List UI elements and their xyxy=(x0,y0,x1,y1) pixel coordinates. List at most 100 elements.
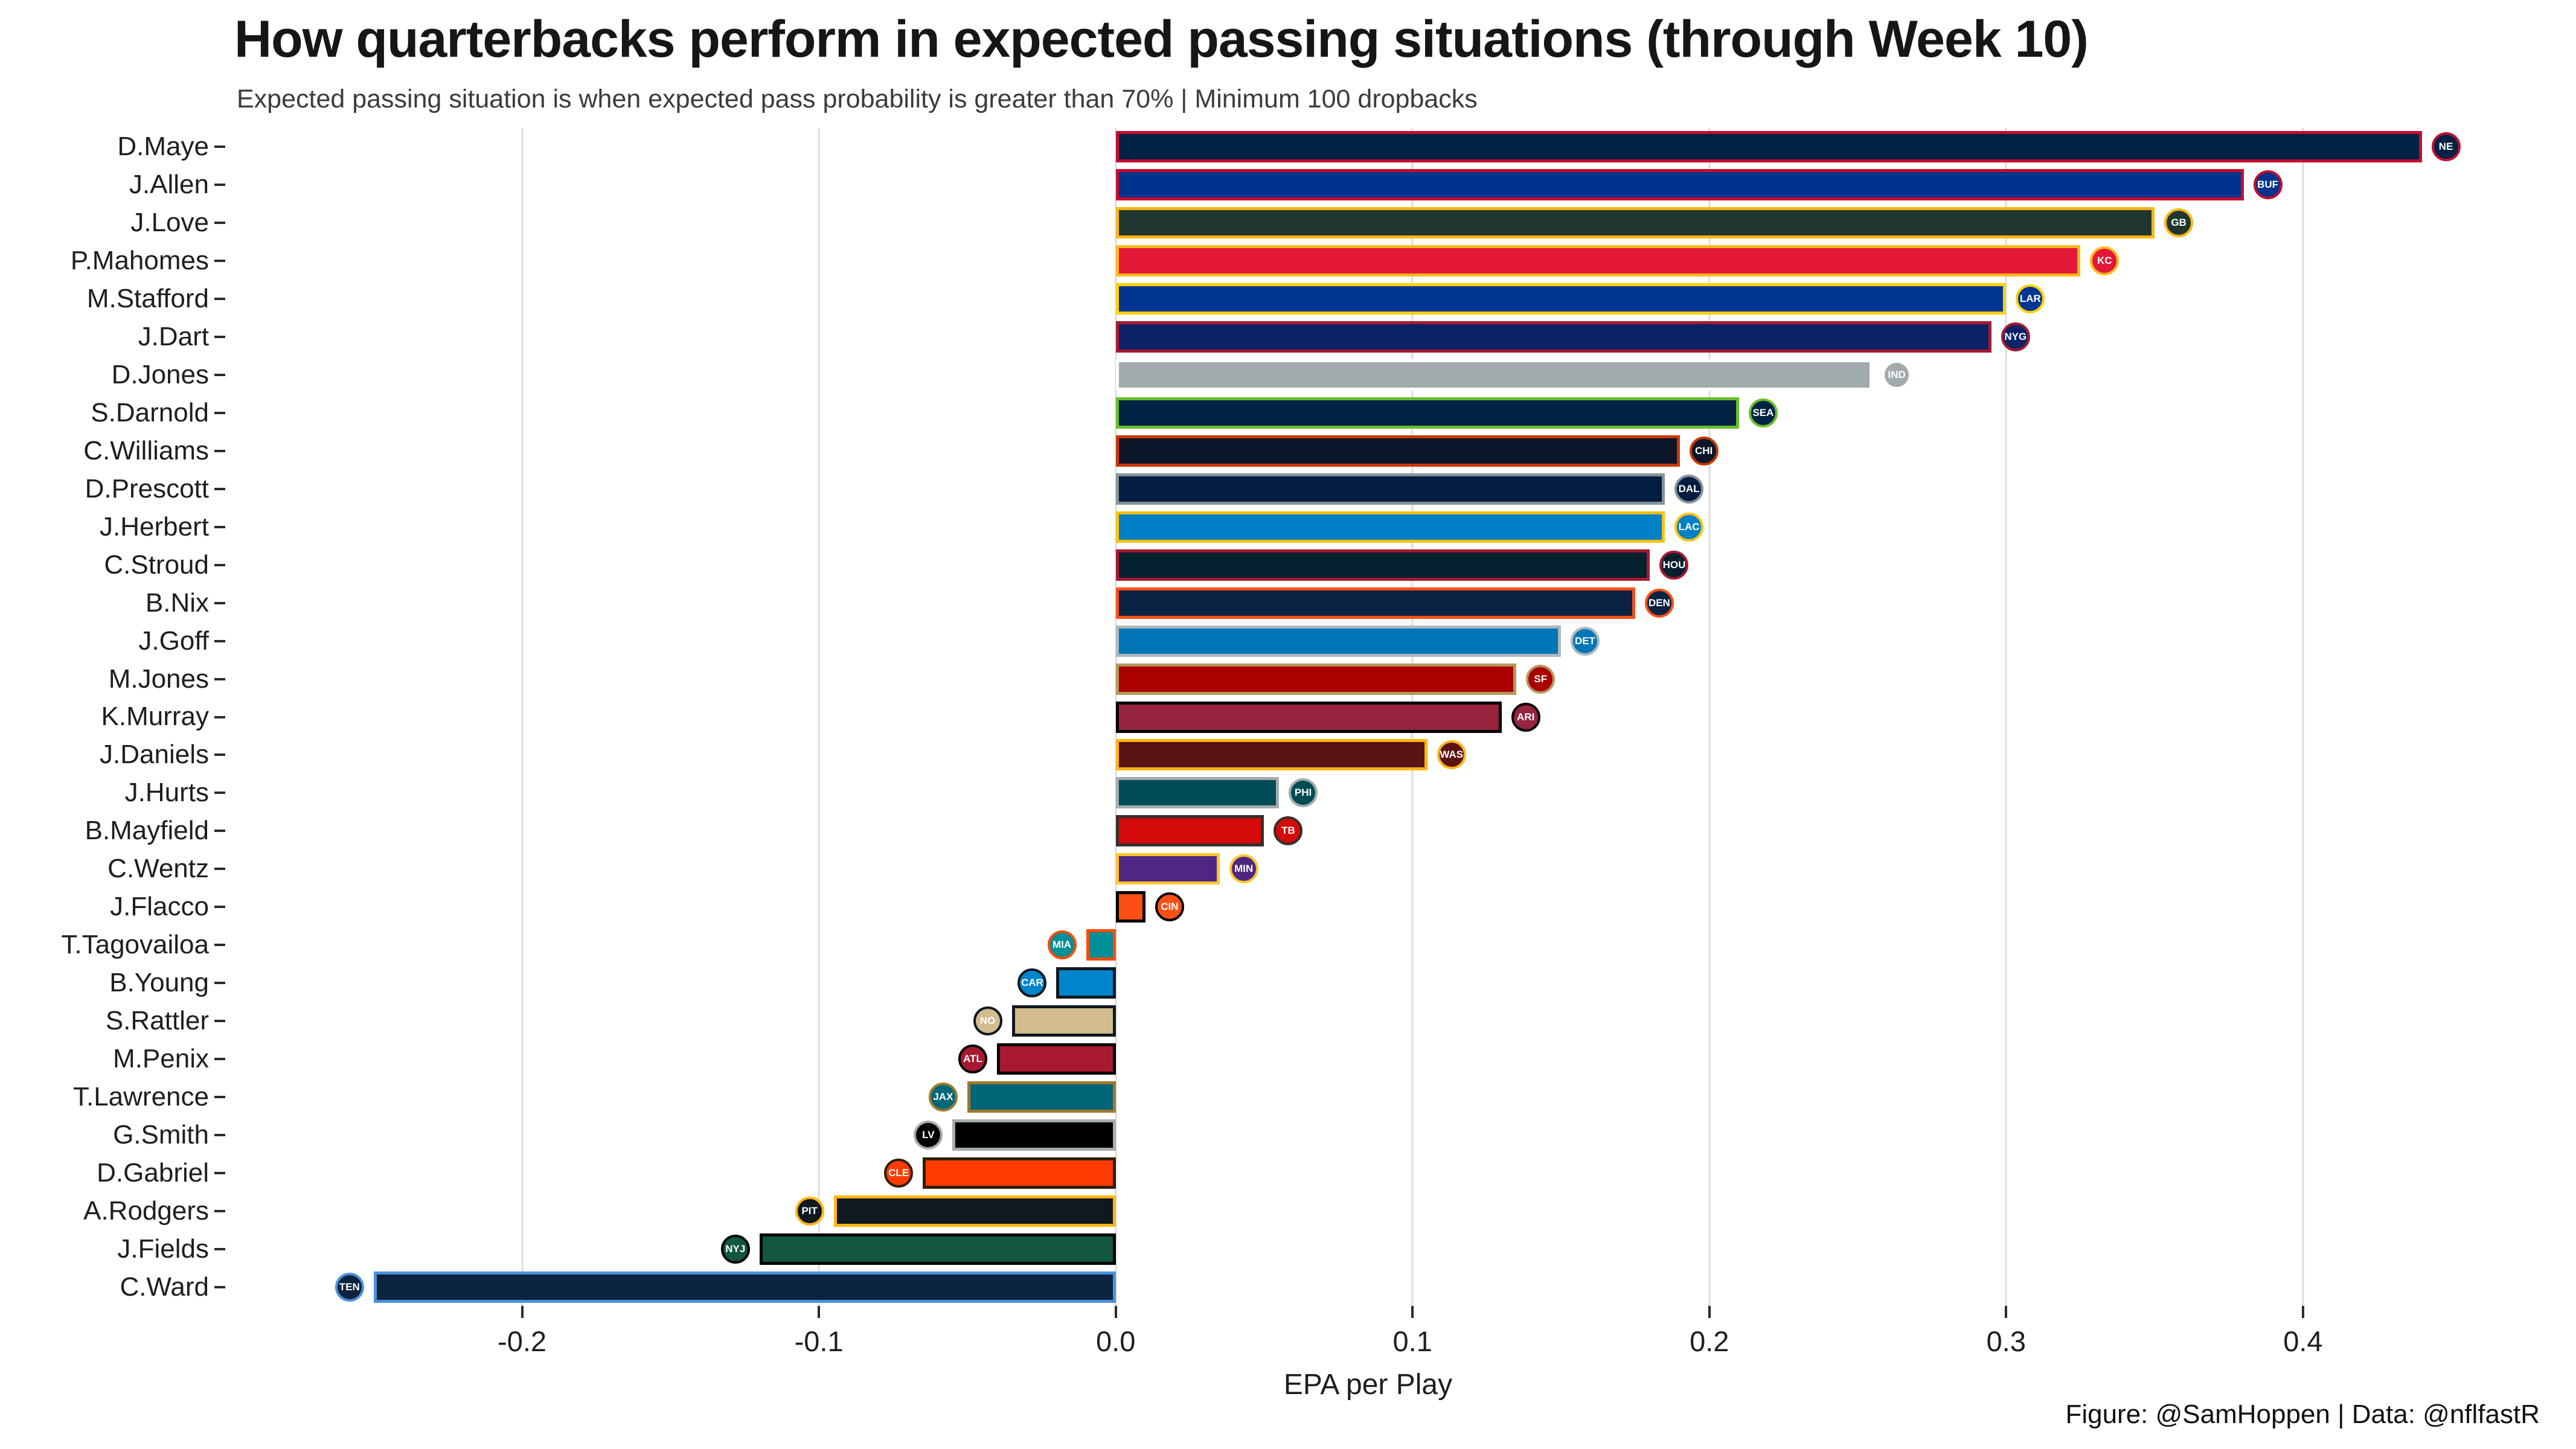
y-axis-tick xyxy=(214,260,225,263)
team-logo-den-icon: DEN xyxy=(1644,588,1674,618)
bar-b-young xyxy=(1056,967,1116,999)
y-axis-tick xyxy=(214,1057,225,1060)
team-logo-gb-icon: GB xyxy=(2164,208,2194,238)
y-axis-tick xyxy=(214,830,225,833)
bar-j-allen xyxy=(1115,169,2244,201)
x-axis-tick xyxy=(1114,1306,1117,1318)
y-axis-tick xyxy=(214,1247,225,1250)
team-logo-lv-icon: LV xyxy=(914,1120,943,1150)
team-logo-tb-icon: TB xyxy=(1274,816,1303,846)
y-tick-label: J.Fields xyxy=(117,1233,209,1264)
team-logo-cle-icon: CLE xyxy=(884,1158,914,1188)
y-axis-tick xyxy=(214,1133,225,1136)
y-tick-label: M.Jones xyxy=(108,664,209,694)
team-logo-nyj-icon: NYJ xyxy=(720,1234,750,1264)
x-axis-label: EPA per Play xyxy=(1283,1369,1453,1401)
y-axis-tick xyxy=(214,1285,225,1288)
y-axis-tick xyxy=(214,298,225,301)
team-logo-sf-icon: SF xyxy=(1526,664,1556,694)
x-tick-label: 0.2 xyxy=(1690,1325,1729,1357)
y-tick-label: P.Mahomes xyxy=(70,246,209,276)
bar-d-gabriel xyxy=(923,1157,1116,1189)
bar-t-lawrence xyxy=(967,1081,1116,1113)
y-tick-label: S.Rattler xyxy=(105,1005,209,1035)
team-logo-phi-icon: PHI xyxy=(1289,778,1318,808)
x-tick-label: -0.1 xyxy=(794,1325,844,1357)
bar-c-stroud xyxy=(1115,549,1650,581)
team-logo-dal-icon: DAL xyxy=(1674,474,1704,504)
y-tick-label: D.Prescott xyxy=(85,473,209,504)
bar-j-herbert xyxy=(1115,511,1665,543)
gridline xyxy=(521,128,524,1306)
team-logo-lac-icon: LAC xyxy=(1674,512,1704,542)
bar-d-prescott xyxy=(1115,473,1665,505)
team-logo-no-icon: NO xyxy=(973,1006,1002,1035)
bar-p-mahomes xyxy=(1115,245,2081,277)
x-tick-label: 0.4 xyxy=(2283,1325,2323,1357)
y-axis-tick xyxy=(214,146,225,149)
y-tick-label: J.Flacco xyxy=(110,892,209,922)
y-tick-label: S.Darnold xyxy=(91,398,209,427)
y-axis-tick xyxy=(214,792,225,795)
y-axis-tick xyxy=(214,449,225,452)
team-logo-chi-icon: CHI xyxy=(1689,436,1719,465)
figure-caption: Figure: @SamHoppen | Data: @nflfastR xyxy=(2065,1399,2540,1429)
gridline xyxy=(2005,128,2007,1306)
team-logo-was-icon: WAS xyxy=(1437,740,1466,770)
y-tick-label: T.Tagovailoa xyxy=(61,930,209,960)
x-tick-label: 0.0 xyxy=(1096,1325,1136,1357)
bar-j-fields xyxy=(759,1233,1116,1265)
team-logo-car-icon: CAR xyxy=(1017,968,1047,998)
team-logo-cin-icon: CIN xyxy=(1155,892,1184,922)
y-axis-tick xyxy=(214,868,225,871)
y-axis-tick xyxy=(214,1209,225,1212)
y-axis-tick xyxy=(214,184,225,187)
y-axis-tick xyxy=(214,1019,225,1022)
gridline xyxy=(818,128,820,1306)
bar-j-daniels xyxy=(1115,739,1427,771)
bar-m-stafford xyxy=(1115,283,2007,315)
bar-b-nix xyxy=(1115,587,1635,619)
team-logo-min-icon: MIN xyxy=(1229,854,1258,884)
y-axis-tick xyxy=(214,639,225,642)
y-tick-label: M.Stafford xyxy=(86,284,209,314)
x-axis-tick-labels: -0.2 -0.1 0.0 0.1 0.2 0.3 0.4 xyxy=(225,1325,2511,1362)
x-axis-tick xyxy=(1411,1306,1414,1318)
bar-m-penix xyxy=(997,1043,1116,1075)
y-tick-label: B.Nix xyxy=(145,587,209,618)
x-tick-label: 0.1 xyxy=(1392,1325,1432,1357)
y-tick-label: K.Murray xyxy=(101,702,209,732)
y-tick-label: J.Love xyxy=(130,208,209,238)
bar-c-ward xyxy=(373,1271,1116,1303)
y-tick-label: J.Goff xyxy=(138,625,209,656)
y-tick-label: T.Lawrence xyxy=(72,1081,209,1112)
y-axis-tick xyxy=(214,715,225,718)
team-logo-ind-icon: IND xyxy=(1882,360,1912,390)
y-axis-tick xyxy=(214,677,225,680)
bar-b-mayfield xyxy=(1115,815,1264,847)
bar-s-rattler xyxy=(1011,1005,1116,1037)
y-axis-tick xyxy=(214,563,225,566)
bar-j-hurts xyxy=(1115,777,1280,809)
y-axis-tick xyxy=(214,1095,225,1098)
y-axis-tick xyxy=(214,222,225,225)
bar-a-rodgers xyxy=(833,1195,1116,1227)
y-tick-label: C.Williams xyxy=(83,435,209,465)
y-tick-label: C.Stroud xyxy=(104,549,209,580)
team-logo-kc-icon: KC xyxy=(2090,246,2119,276)
team-logo-buf-icon: BUF xyxy=(2253,170,2283,200)
y-tick-label: M.Penix xyxy=(113,1043,209,1073)
bar-j-goff xyxy=(1115,625,1561,657)
team-logo-nyg-icon: NYG xyxy=(2001,322,2030,352)
bar-k-murray xyxy=(1115,701,1502,733)
bar-c-wentz xyxy=(1115,853,1220,885)
x-axis-tick xyxy=(2301,1306,2304,1318)
y-tick-label: J.Dart xyxy=(138,322,209,352)
y-axis-tick xyxy=(214,1171,225,1174)
team-logo-det-icon: DET xyxy=(1571,626,1600,656)
team-logo-pit-icon: PIT xyxy=(795,1196,824,1226)
x-tick-label: -0.2 xyxy=(498,1325,547,1357)
y-axis-tick xyxy=(214,487,225,490)
y-tick-label: G.Smith xyxy=(113,1119,209,1150)
